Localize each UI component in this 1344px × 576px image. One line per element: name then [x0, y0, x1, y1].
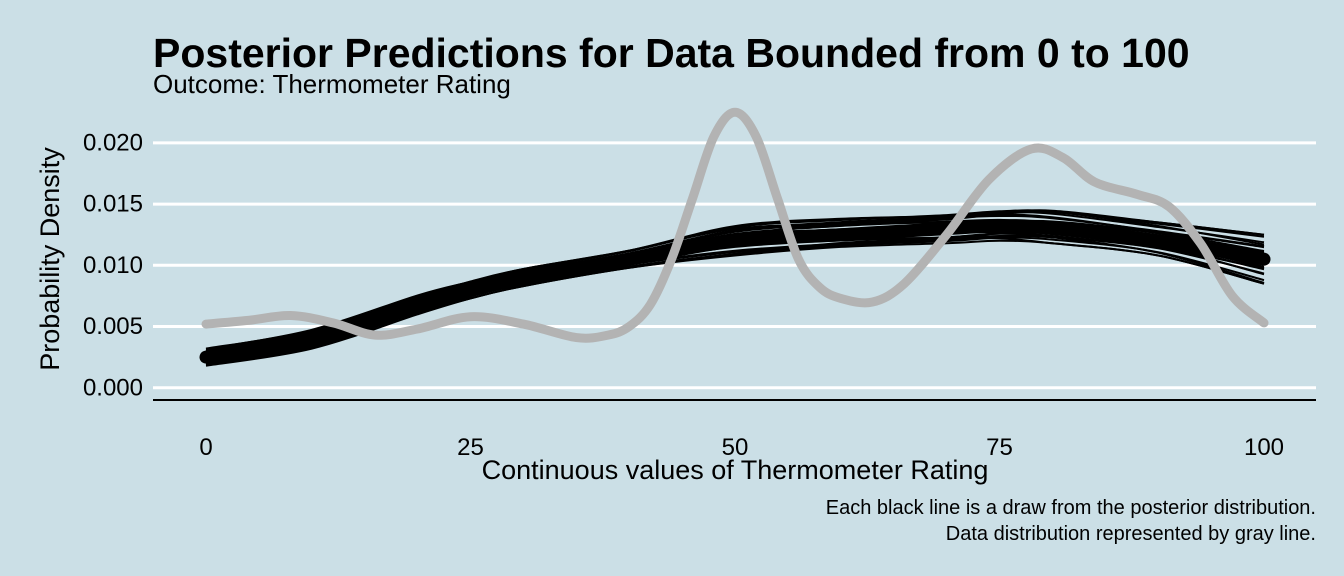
y-axis-title: Probability Density: [35, 147, 65, 371]
x-tick-labels: 0 25 50 75 100: [199, 434, 1284, 461]
x-tick-label: 75: [986, 434, 1013, 461]
posterior-draw-line: [199, 219, 1271, 364]
caption-line-2: Data distribution represented by gray li…: [946, 523, 1316, 545]
posterior-draws: [199, 209, 1271, 367]
x-tick-label: 100: [1244, 434, 1284, 461]
x-tick-label: 0: [199, 434, 212, 461]
chart-subtitle: Outcome: Thermometer Rating: [153, 69, 511, 99]
x-axis-title: Continuous values of Thermometer Rating: [482, 455, 989, 485]
y-tick-labels: 0.000 0.005 0.010 0.015 0.020: [83, 129, 143, 401]
posterior-draw-line: [205, 210, 1265, 350]
y-tick-label: 0.000: [83, 374, 143, 401]
y-tick-label: 0.015: [83, 191, 143, 218]
y-tick-label: 0.010: [83, 252, 143, 279]
data-distribution-line: [201, 107, 1269, 343]
gridlines: [153, 141, 1316, 390]
y-tick-label: 0.005: [83, 313, 143, 340]
y-tick-label: 0.020: [83, 129, 143, 156]
x-tick-label: 25: [457, 434, 484, 461]
chart-title: Posterior Predictions for Data Bounded f…: [153, 30, 1190, 76]
x-tick-label: 50: [722, 434, 749, 461]
caption-line-1: Each black line is a draw from the poste…: [826, 497, 1316, 519]
